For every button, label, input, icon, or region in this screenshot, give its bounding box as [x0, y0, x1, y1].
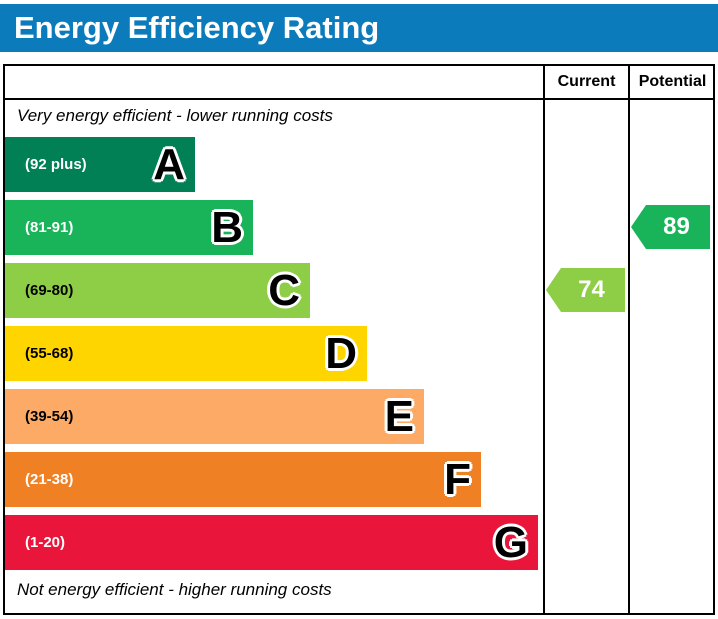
band-a-letter: A: [153, 139, 185, 189]
band-e: (39-54) E: [5, 389, 424, 444]
page-title: Energy Efficiency Rating: [14, 10, 380, 45]
band-f-letter: F: [444, 454, 471, 504]
band-e-range: (39-54): [25, 408, 74, 425]
band-a: (92 plus) A: [5, 137, 195, 192]
band-a-range: (92 plus): [25, 156, 87, 173]
band-d-letter: D: [325, 328, 357, 378]
page-title-bar: Energy Efficiency Rating: [0, 4, 718, 52]
band-g-letter: G: [493, 517, 528, 567]
band-f-range: (21-38): [25, 471, 74, 488]
current-rating-value: 74: [578, 276, 605, 303]
band-c-letter: C: [268, 265, 300, 315]
current-column-divider: [543, 66, 545, 613]
top-note: Very energy efficient - lower running co…: [17, 106, 333, 125]
band-e-letter: E: [384, 391, 414, 441]
band-d-range: (55-68): [25, 345, 74, 362]
potential-column-header: Potential: [638, 73, 707, 90]
potential-column-divider: [628, 66, 630, 613]
band-g-range: (1-20): [25, 534, 66, 551]
potential-rating-value: 89: [663, 213, 690, 240]
band-c-range: (69-80): [25, 282, 74, 299]
band-d: (55-68) D: [5, 326, 367, 381]
band-b: (81-91) B: [5, 200, 253, 255]
band-b-range: (81-91): [25, 219, 74, 236]
band-c: (69-80) C: [5, 263, 310, 318]
energy-rating-chart: Current Potential Very energy efficient …: [3, 64, 715, 615]
current-column-header: Current: [557, 73, 616, 90]
bottom-note: Not energy efficient - higher running co…: [17, 580, 332, 599]
header-divider: [5, 98, 713, 100]
potential-rating-arrow: 89: [631, 205, 710, 249]
band-f: (21-38) F: [5, 452, 481, 507]
current-rating-arrow: 74: [546, 268, 625, 312]
band-b-letter: B: [211, 202, 243, 252]
band-g: (1-20) G: [5, 515, 538, 570]
